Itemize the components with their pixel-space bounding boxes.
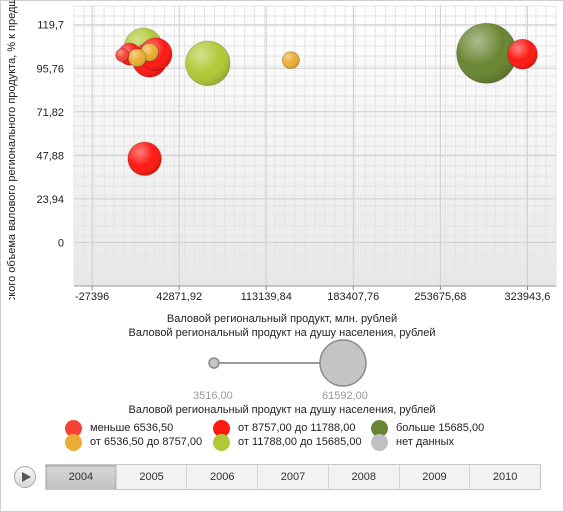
color-legend-title: Валовой региональный продукт на душу нас…: [128, 404, 436, 416]
legend-swatch: [65, 433, 82, 451]
legend-label: от 6536,50 до 8757,00: [90, 436, 203, 448]
legend-label: меньше 6536,50: [90, 422, 174, 434]
x-tick-label: 323943,6: [504, 291, 550, 303]
year-tab-2004[interactable]: 2004: [46, 465, 117, 489]
y-tick-label: 23,94: [36, 194, 64, 206]
x-tick-label: 42871,92: [156, 291, 202, 303]
legend-item[interactable]: от 6536,50 до 8757,00: [65, 433, 202, 451]
x-tick-label: 253675,68: [414, 291, 466, 303]
y-axis-title-wrap: ского объема валового регионального прод…: [2, 0, 22, 300]
legend-item[interactable]: нет данных: [371, 433, 454, 451]
legend-label: от 11788,00 до 15685,00: [238, 436, 362, 448]
x-tick-label: 183407,76: [327, 291, 379, 303]
size-legend-min-circle: [208, 357, 220, 369]
legend-item[interactable]: от 11788,00 до 15685,00: [213, 433, 362, 451]
timeline: 2004 2005 2006 2007 2008 2009 2010: [14, 464, 544, 490]
y-tick-label: 71,82: [36, 107, 64, 119]
legend-swatch: [371, 433, 388, 451]
legend-label: от 8757,00 до 11788,00: [238, 422, 356, 434]
legend-swatch: [371, 419, 388, 437]
y-tick-label: 119,7: [37, 20, 64, 32]
year-tab-2006[interactable]: 2006: [187, 465, 259, 489]
x-axis-title: Валовой региональный продукт, млн. рубле…: [166, 313, 398, 325]
data-bubble-highlight: [128, 48, 147, 67]
legend-swatch: [65, 419, 82, 437]
year-tab-2008[interactable]: 2008: [329, 465, 400, 489]
size-legend-title: Валовой региональный продукт на душу нас…: [128, 327, 436, 339]
x-tick-label: 113139,84: [241, 291, 292, 303]
x-tick-label: -27396: [75, 291, 109, 303]
play-icon: [22, 472, 31, 482]
data-bubble-highlight: [282, 51, 300, 69]
legend-swatch: [213, 419, 230, 437]
legend-item[interactable]: больше 15685,00: [371, 419, 484, 437]
legend-label: нет данных: [396, 436, 455, 448]
year-selector: 2004 2005 2006 2007 2008 2009 2010: [45, 464, 541, 490]
year-tab-2005[interactable]: 2005: [117, 465, 188, 489]
year-tab-2007[interactable]: 2007: [258, 465, 329, 489]
year-tab-2009[interactable]: 2009: [400, 465, 471, 489]
play-button[interactable]: [14, 466, 36, 488]
y-tick-label: 0: [58, 237, 64, 249]
year-tab-2010[interactable]: 2010: [492, 471, 518, 483]
size-legend-max-circle: [319, 339, 367, 387]
data-bubble-highlight: [456, 23, 517, 84]
y-tick-label: 95,76: [36, 63, 64, 75]
data-bubble-highlight: [115, 48, 130, 62]
data-bubble-highlight: [127, 141, 162, 176]
bubble-chart: -27396 42871,92 113139,84 183407,76 253675,6…: [36, 5, 557, 387]
data-bubble-highlight: [507, 39, 538, 70]
data-bubble-highlight: [185, 41, 231, 86]
legend-item[interactable]: меньше 6536,50: [65, 419, 173, 437]
y-tick-label: 47,88: [36, 150, 64, 162]
y-axis-title: ского объема валового регионального прод…: [6, 0, 18, 300]
legend-item[interactable]: от 8757,00 до 11788,00: [213, 419, 355, 437]
legend-label: больше 15685,00: [396, 422, 485, 434]
legend-swatch: [213, 433, 230, 451]
